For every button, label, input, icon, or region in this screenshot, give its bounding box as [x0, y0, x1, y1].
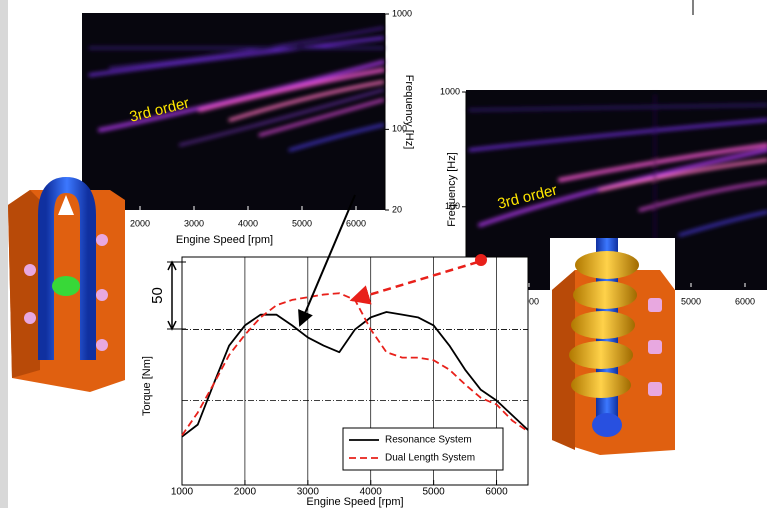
resonance-system-image — [8, 176, 125, 392]
image-dot — [96, 289, 108, 301]
image-ring — [575, 251, 639, 279]
image-blob — [52, 276, 80, 296]
y-tick-label: 1000 — [392, 8, 412, 18]
image-tube-end — [592, 413, 622, 437]
image-shade — [552, 270, 575, 450]
x-axis-title: Engine Speed [rpm] — [306, 496, 403, 508]
x-tick-label: 2000 — [519, 296, 539, 306]
image-ring — [573, 281, 637, 309]
image-dot — [648, 340, 662, 354]
arrow — [349, 260, 479, 305]
image-dot — [96, 234, 108, 246]
x-tick-label: 6000 — [346, 218, 366, 228]
y-axis-title: Torque [Nm] — [141, 356, 153, 416]
y-tick-label: 1000 — [440, 86, 460, 96]
spectrogram-streaks — [88, 27, 385, 152]
arrow-origin — [475, 254, 487, 266]
dual-length-system-image — [550, 238, 675, 455]
x-tick-label: 3000 — [184, 218, 204, 228]
legend-label: Resonance System — [385, 435, 472, 446]
x-tick-label: 6000 — [735, 296, 755, 306]
y-tick-label: 100 — [392, 124, 407, 134]
x-tick-label: 5000 — [292, 218, 312, 228]
image-dot — [24, 264, 36, 276]
x-tick-label: 2000 — [234, 487, 257, 498]
image-dot — [648, 382, 662, 396]
spectrogram-1 — [82, 13, 385, 210]
image-ring — [571, 311, 635, 339]
image-dot — [648, 298, 662, 312]
chart: 1000 2000 3000 4000 5000 6000 Engine Speed [rp… — [141, 256, 529, 508]
y-tick-label: 20 — [392, 204, 402, 214]
x-tick-label: 1000 — [171, 487, 194, 498]
x-tick-label: 6000 — [485, 487, 508, 498]
series-line — [181, 311, 529, 438]
image-dot — [24, 312, 36, 324]
y-axis-title: Frequency [Hz] — [403, 75, 415, 150]
image-shade — [8, 190, 40, 378]
x-tick-label: 5000 — [423, 487, 446, 498]
arrow — [298, 194, 356, 327]
spectrogram-bg — [82, 13, 385, 210]
slide-edge — [0, 0, 8, 508]
spectrogram-streaks — [468, 94, 767, 291]
image-ring — [569, 341, 633, 369]
legend-label: Dual Length System — [385, 453, 475, 464]
y-axis-title: Frequency [Hz] — [446, 152, 458, 227]
y-tick-label: 100 — [445, 201, 460, 211]
x-tick-label: 3000 — [297, 487, 320, 498]
x-tick-label: 5000 — [681, 296, 701, 306]
x-tick-label: 2000 — [130, 218, 150, 228]
image-ring — [571, 372, 631, 398]
image-tip — [58, 195, 74, 215]
legend-box — [342, 427, 504, 471]
image-dot — [96, 339, 108, 351]
scale-bar-label: 50 — [149, 287, 166, 304]
image-tube — [38, 176, 96, 360]
x-tick-label: 4000 — [238, 218, 258, 228]
x-tick-label: 4000 — [360, 487, 383, 498]
charts: 2000 3000 4000 5000 6000 20 100 1000 Engine Spee… — [128, 8, 755, 508]
x-axis-title: Engine Speed [rpm] — [176, 234, 273, 246]
